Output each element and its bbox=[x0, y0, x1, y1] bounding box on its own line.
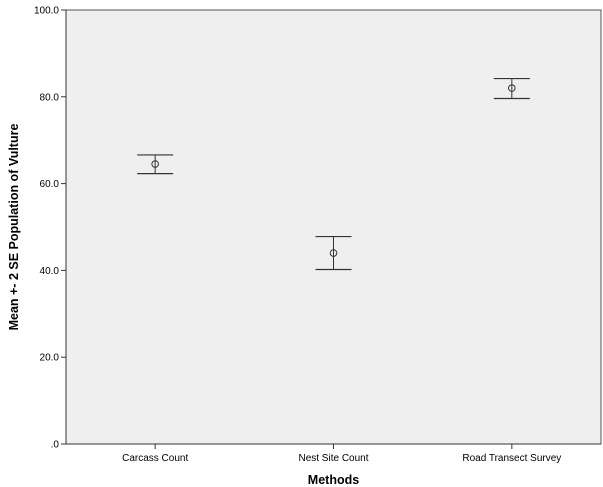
y-tick-label: 80.0 bbox=[40, 92, 60, 103]
y-axis: .0 20.0 40.0 60.0 80.0 100.0 bbox=[34, 6, 67, 451]
x-tick-label: Nest Site Count bbox=[298, 453, 368, 464]
y-tick-label: 100.0 bbox=[34, 6, 59, 17]
error-bars bbox=[137, 77, 530, 271]
error-bar-group bbox=[137, 154, 174, 175]
x-tick-label: Road Transect Survey bbox=[462, 453, 561, 464]
mean-marker bbox=[329, 249, 338, 257]
y-tick-label: 40.0 bbox=[40, 266, 60, 277]
mean-marker bbox=[151, 160, 159, 168]
error-bar-group bbox=[315, 235, 352, 271]
y-tick-label: 20.0 bbox=[40, 353, 60, 364]
error-bar-group bbox=[493, 77, 530, 100]
plot-area bbox=[65, 9, 602, 445]
mean-marker bbox=[508, 84, 516, 92]
x-tick-label: Carcass Count bbox=[122, 453, 188, 464]
x-axis-title: Methods bbox=[308, 473, 359, 487]
x-axis: Carcass Count Nest Site Count Road Transec… bbox=[66, 443, 601, 464]
y-tick-label: 60.0 bbox=[40, 179, 60, 190]
y-axis-title: Mean +- 2 SE Population of Vulture bbox=[7, 124, 21, 331]
y-tick-label: .0 bbox=[51, 440, 60, 451]
